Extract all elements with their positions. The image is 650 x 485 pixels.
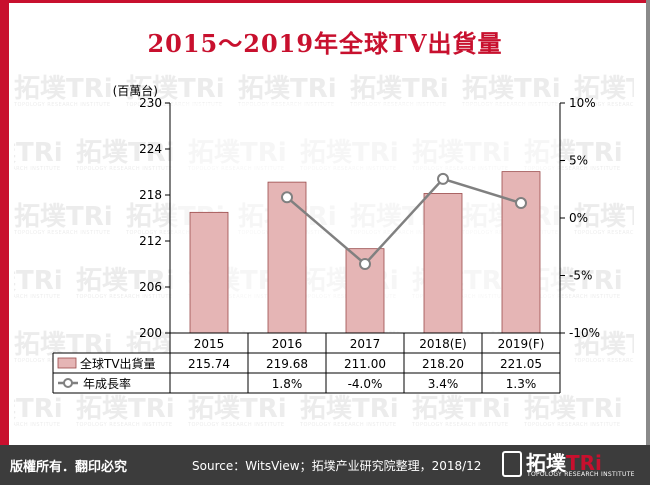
data-label-line: 1.3% — [506, 377, 537, 391]
growth-point — [281, 191, 293, 204]
bar — [423, 193, 463, 334]
x-tick-label: 2015 — [194, 337, 225, 351]
data-label-bar: 221.05 — [500, 357, 542, 371]
y-tick-label-left: 200 — [139, 326, 162, 340]
chart: 200 206 212 218 224 230(百萬台) -10% -5% 0% 5% 10% 201… — [52, 83, 600, 394]
data-label-bar: 219.68 — [266, 357, 308, 371]
left-accent-bar — [0, 0, 9, 445]
y-tick-label-right: -10% — [569, 326, 600, 340]
data-label-bar: 218.20 — [422, 357, 464, 371]
y-tick-label-left: 230 — [139, 96, 162, 110]
logo-wordmark: 拓墣TRi — [526, 447, 602, 476]
data-label-bar: 211.00 — [344, 357, 386, 371]
growth-point — [515, 197, 527, 210]
growth-point — [359, 258, 371, 270]
y-tick-label-left: 224 — [139, 142, 162, 156]
logo-name: 拓墣 — [526, 451, 566, 475]
y-axis-title: (百萬台) — [113, 83, 158, 98]
footer: 版權所有．翻印必究 Source：WitsView；拓墣产业研究院整理，2018… — [0, 445, 650, 485]
y-tick-label-left: 218 — [139, 188, 162, 202]
y-tick-label-left: 206 — [139, 280, 162, 294]
logo-subtitle: TOPOLOGY RESEARCH INSTITUTE — [527, 471, 635, 478]
data-label-bar: 215.74 — [188, 357, 230, 371]
y-tick-label-right: 0% — [569, 211, 588, 225]
y-tick-label-right: 5% — [569, 154, 588, 168]
legend-label-bar: 全球TV出貨量 — [80, 356, 156, 371]
legend-label-line: 年成長率 — [83, 376, 131, 391]
growth-point — [437, 172, 449, 185]
right-edge-bar — [646, 0, 650, 445]
x-tick-label: 2016 — [272, 337, 303, 351]
bar — [189, 211, 229, 334]
data-label-line: 1.8% — [272, 377, 303, 391]
bar — [501, 171, 541, 334]
copyright-notice: 版權所有．翻印必究 — [10, 460, 128, 475]
legend-swatch-marker — [63, 378, 73, 388]
data-label-line: 3.4% — [428, 377, 459, 391]
x-tick-label: 2017 — [350, 337, 381, 351]
x-tick-label: 2019(F) — [498, 337, 545, 351]
bar — [267, 181, 307, 334]
data-label-line: -4.0% — [348, 377, 383, 391]
y-tick-label-right: 10% — [569, 96, 596, 110]
chart-title: 2015～2019年全球TV出貨量 — [147, 28, 503, 58]
logo-tri: TRi — [566, 451, 602, 475]
x-tick-label: 2018(E) — [419, 337, 466, 351]
growth-line — [286, 177, 522, 266]
y-tick-label-right: -5% — [569, 269, 592, 283]
title-box: 2015～2019年全球TV出貨量 — [14, 12, 636, 70]
table-header-background — [170, 333, 560, 353]
legend-swatch-bar — [57, 357, 77, 369]
top-accent-bar — [0, 0, 650, 3]
logo: 拓墣TRi TOPOLOGY RESEARCH INSTITUTE — [496, 445, 644, 485]
y-tick-label-left: 212 — [139, 234, 162, 248]
logo-mark-icon — [502, 451, 522, 477]
source-note: Source：WitsView；拓墣产业研究院整理，2018/12 — [192, 459, 482, 473]
